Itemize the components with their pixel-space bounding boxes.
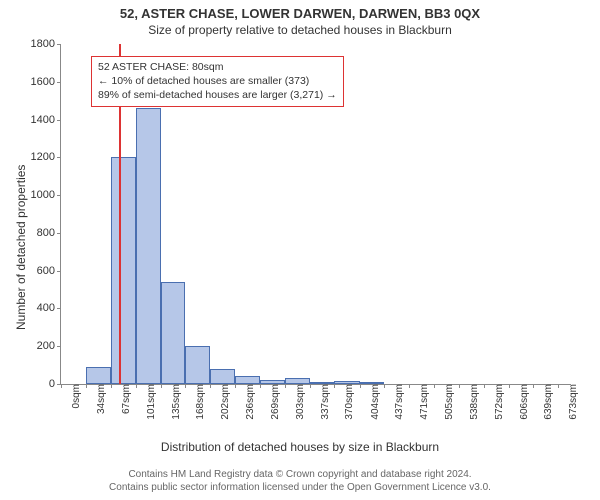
x-tick [459, 384, 460, 388]
x-tick [533, 384, 534, 388]
histogram-bar [334, 381, 359, 384]
x-tick [434, 384, 435, 388]
info-box-line: ← 10% of detached houses are smaller (37… [98, 74, 337, 88]
x-tick-label: 538sqm [463, 384, 480, 420]
info-box-line: 89% of semi-detached houses are larger (… [98, 88, 337, 102]
histogram-bar [285, 378, 310, 384]
x-tick [509, 384, 510, 388]
x-tick-label: 437sqm [388, 384, 405, 420]
x-tick-label: 236sqm [239, 384, 256, 420]
x-tick [260, 384, 261, 388]
figure: { "title": "52, ASTER CHASE, LOWER DARWE… [0, 0, 600, 500]
x-tick-label: 606sqm [513, 384, 530, 420]
x-tick-label: 505sqm [438, 384, 455, 420]
y-tick-label: 200 [37, 340, 61, 352]
x-tick [334, 384, 335, 388]
histogram-bar [260, 380, 285, 384]
x-tick-label: 572sqm [488, 384, 505, 420]
x-tick-label: 202sqm [214, 384, 231, 420]
histogram-bar [136, 108, 161, 384]
x-tick-label: 135sqm [165, 384, 182, 420]
x-tick [210, 384, 211, 388]
histogram-bar [185, 346, 210, 384]
x-tick-label: 639sqm [537, 384, 554, 420]
x-tick-label: 673sqm [562, 384, 579, 420]
x-tick-label: 67sqm [115, 384, 132, 414]
y-tick-label: 1200 [31, 151, 61, 163]
x-tick-label: 34sqm [90, 384, 107, 414]
histogram-bar [86, 367, 110, 384]
x-tick [185, 384, 186, 388]
x-tick [61, 384, 62, 388]
x-tick [558, 384, 559, 388]
x-tick-label: 101sqm [140, 384, 157, 420]
y-tick-label: 1600 [31, 76, 61, 88]
x-tick-label: 168sqm [189, 384, 206, 420]
x-tick-label: 471sqm [413, 384, 430, 420]
histogram-bar [360, 382, 384, 384]
x-tick-label: 370sqm [338, 384, 355, 420]
histogram-bar [310, 382, 334, 384]
x-tick [111, 384, 112, 388]
x-tick [136, 384, 137, 388]
y-tick-label: 1400 [31, 114, 61, 126]
x-tick [161, 384, 162, 388]
histogram-bar [161, 282, 185, 384]
x-tick-label: 269sqm [264, 384, 281, 420]
x-tick [484, 384, 485, 388]
y-tick-label: 400 [37, 302, 61, 314]
y-tick-label: 1800 [31, 38, 61, 50]
x-tick [310, 384, 311, 388]
x-tick [86, 384, 87, 388]
x-tick-label: 404sqm [364, 384, 381, 420]
x-axis-title: Distribution of detached houses by size … [0, 440, 600, 454]
y-axis-title: Number of detached properties [14, 165, 28, 330]
footer: Contains HM Land Registry data © Crown c… [0, 468, 600, 494]
x-tick [235, 384, 236, 388]
histogram-bar [111, 157, 136, 384]
y-tick-label: 0 [49, 378, 61, 390]
histogram-bar [210, 369, 235, 384]
histogram-bar [235, 376, 259, 384]
x-tick [360, 384, 361, 388]
y-tick-label: 600 [37, 265, 61, 277]
x-tick-label: 0sqm [65, 384, 82, 408]
x-tick-label: 337sqm [314, 384, 331, 420]
y-tick-label: 1000 [31, 189, 61, 201]
x-tick [409, 384, 410, 388]
x-tick [285, 384, 286, 388]
info-box: 52 ASTER CHASE: 80sqm← 10% of detached h… [91, 56, 344, 107]
x-tick-label: 303sqm [289, 384, 306, 420]
page-title: 52, ASTER CHASE, LOWER DARWEN, DARWEN, B… [0, 0, 600, 21]
y-tick-label: 800 [37, 227, 61, 239]
footer-line-1: Contains HM Land Registry data © Crown c… [0, 468, 600, 481]
page-subtitle: Size of property relative to detached ho… [0, 21, 600, 37]
info-box-line: 52 ASTER CHASE: 80sqm [98, 60, 337, 74]
footer-line-2: Contains public sector information licen… [0, 481, 600, 494]
chart-plot-area: 0200400600800100012001400160018000sqm34s… [60, 44, 571, 385]
x-tick [384, 384, 385, 388]
